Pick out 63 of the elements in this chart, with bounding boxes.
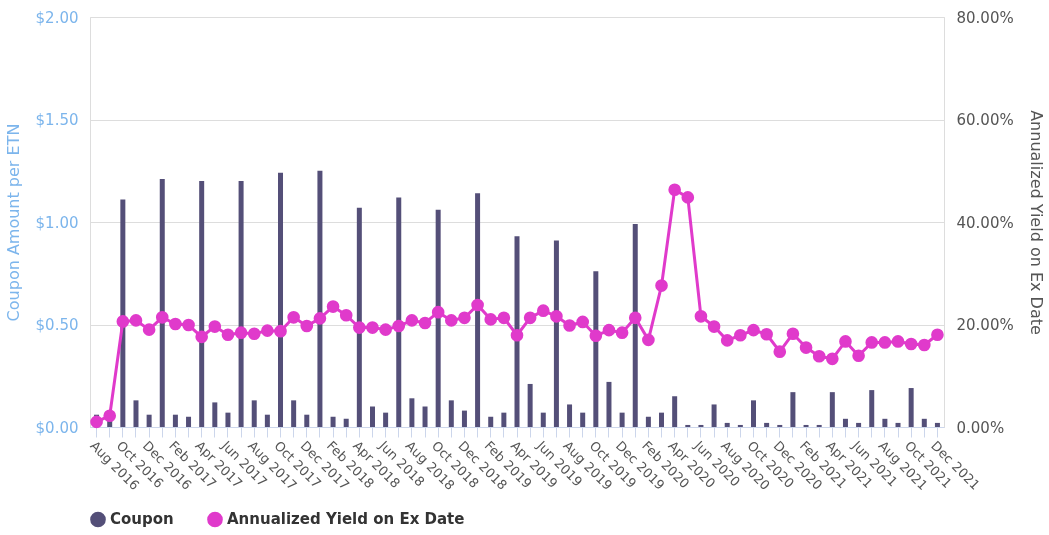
- legend-label: Coupon: [110, 510, 174, 529]
- bar: [803, 424, 809, 427]
- bar: [672, 396, 678, 427]
- bar: [829, 392, 835, 427]
- bar: [606, 381, 612, 427]
- bar: [133, 400, 139, 427]
- bar: [501, 412, 507, 427]
- y2-axis-title: Annualized Yield on Ex Date: [1026, 110, 1046, 335]
- y-tick-label: $1.50: [35, 111, 79, 129]
- bar: [816, 424, 822, 427]
- bar: [659, 412, 665, 427]
- y2-tick-label: 40.00%: [956, 213, 1014, 232]
- bar: [711, 404, 717, 427]
- bar: [461, 410, 467, 427]
- y2-tick-label: 0.00%: [956, 418, 1005, 437]
- bar: [330, 416, 336, 427]
- y-tick-label: $0.50: [35, 316, 79, 334]
- bar: [908, 388, 914, 427]
- bar: [172, 414, 178, 427]
- legend-label: Annualized Yield on Ex Date: [227, 510, 465, 529]
- bar: [645, 416, 651, 427]
- bar: [934, 422, 940, 427]
- bar: [724, 422, 730, 427]
- y2-tick-label: 20.00%: [956, 316, 1014, 334]
- bar: [895, 422, 901, 427]
- bar: [251, 400, 257, 427]
- bar: [383, 412, 389, 427]
- bar: [264, 414, 270, 427]
- bar: [488, 416, 494, 427]
- bar: [777, 424, 783, 427]
- bar: [304, 414, 310, 427]
- bar: [225, 412, 231, 427]
- bar: [882, 418, 888, 427]
- y-tick-label: $0.00: [35, 418, 79, 437]
- bar: [580, 412, 586, 427]
- bar: [685, 424, 691, 427]
- bar: [790, 392, 796, 427]
- bar: [369, 406, 375, 427]
- bar: [448, 400, 454, 427]
- y-axis-title: Coupon Amount per ETN: [3, 123, 23, 322]
- y-tick-label: $1.00: [35, 213, 79, 232]
- bar: [842, 418, 848, 427]
- y-tick-label: $2.00: [35, 8, 79, 27]
- bar: [698, 424, 704, 427]
- bar: [540, 412, 546, 427]
- bar: [409, 398, 415, 427]
- bar: [869, 390, 875, 427]
- bar: [856, 422, 862, 427]
- bar: [146, 414, 152, 427]
- bar: [343, 418, 349, 427]
- bar: [764, 422, 770, 427]
- bar: [750, 400, 756, 427]
- bar: [921, 418, 927, 427]
- bar: [422, 406, 428, 427]
- y2-tick-label: 60.00%: [956, 111, 1014, 129]
- bar: [212, 402, 218, 427]
- bar: [619, 412, 625, 427]
- bar: [186, 416, 192, 427]
- bar: [291, 400, 297, 427]
- bar: [567, 404, 573, 427]
- y2-tick-label: 80.00%: [956, 8, 1014, 27]
- bar: [527, 383, 533, 427]
- bar: [737, 424, 743, 427]
